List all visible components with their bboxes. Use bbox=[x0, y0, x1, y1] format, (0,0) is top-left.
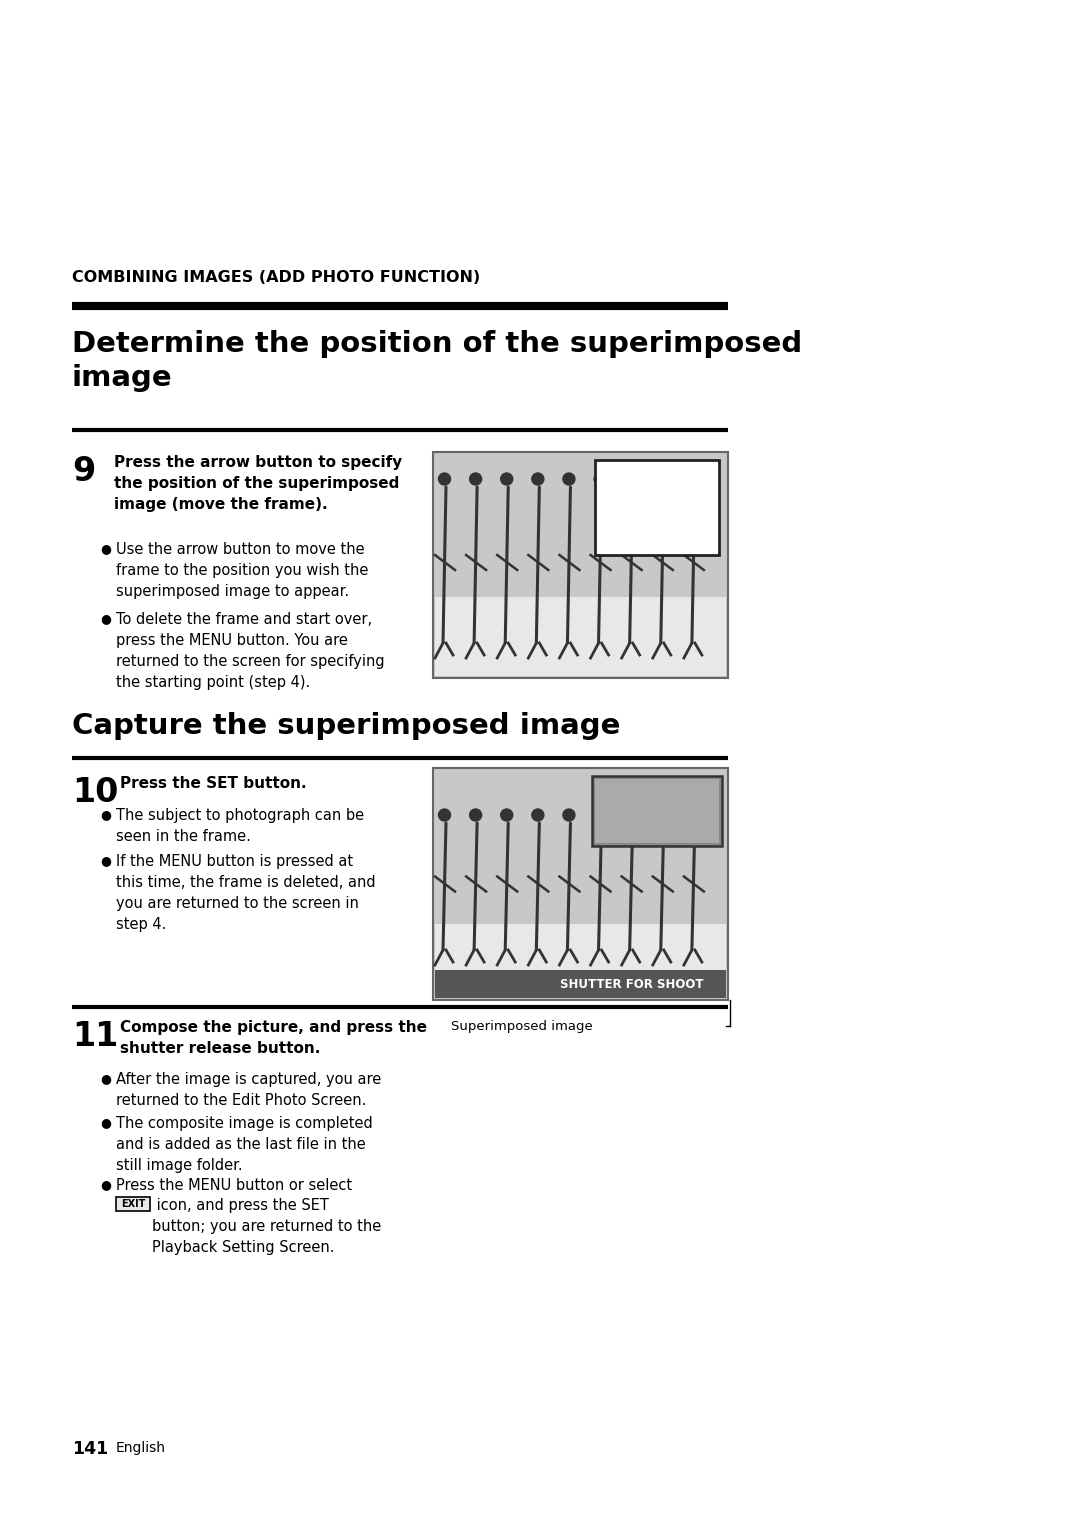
Text: After the image is captured, you are
returned to the Edit Photo Screen.: After the image is captured, you are ret… bbox=[116, 1072, 381, 1109]
Circle shape bbox=[657, 809, 669, 821]
Bar bbox=[433, 768, 728, 1000]
Text: Compose the picture, and press the
shutter release button.: Compose the picture, and press the shutt… bbox=[120, 1020, 427, 1057]
Circle shape bbox=[687, 472, 700, 485]
Text: The composite image is completed
and is added as the last file in the
still imag: The composite image is completed and is … bbox=[116, 1116, 373, 1173]
Text: ●: ● bbox=[100, 855, 111, 867]
Circle shape bbox=[501, 809, 513, 821]
Circle shape bbox=[470, 472, 482, 485]
Circle shape bbox=[501, 472, 513, 485]
Circle shape bbox=[625, 472, 637, 485]
Text: 11: 11 bbox=[72, 1020, 118, 1053]
Text: Press the arrow button to specify
the position of the superimposed
image (move t: Press the arrow button to specify the po… bbox=[114, 456, 402, 512]
Text: ●: ● bbox=[100, 612, 111, 625]
Circle shape bbox=[625, 809, 637, 821]
Circle shape bbox=[594, 472, 606, 485]
Text: ●: ● bbox=[100, 1177, 111, 1191]
Text: icon, and press the SET
button; you are returned to the
Playback Setting Screen.: icon, and press the SET button; you are … bbox=[152, 1199, 381, 1255]
Bar bbox=[435, 924, 726, 998]
Text: Capture the superimposed image: Capture the superimposed image bbox=[72, 713, 620, 740]
Text: Superimposed image: Superimposed image bbox=[451, 1020, 593, 1034]
Circle shape bbox=[470, 809, 482, 821]
Text: If the MENU button is pressed at
this time, the frame is deleted, and
you are re: If the MENU button is pressed at this ti… bbox=[116, 855, 376, 933]
Text: ●: ● bbox=[100, 541, 111, 555]
Text: 141: 141 bbox=[72, 1440, 108, 1459]
Bar bbox=[433, 453, 728, 677]
Text: ●: ● bbox=[100, 807, 111, 821]
Circle shape bbox=[563, 472, 575, 485]
Bar bbox=[116, 1197, 150, 1211]
Circle shape bbox=[531, 472, 544, 485]
Text: COMBINING IMAGES (ADD PHOTO FUNCTION): COMBINING IMAGES (ADD PHOTO FUNCTION) bbox=[72, 271, 481, 284]
Circle shape bbox=[438, 809, 450, 821]
Text: EXIT: EXIT bbox=[121, 1199, 145, 1209]
Text: ●: ● bbox=[100, 1116, 111, 1128]
Bar bbox=[435, 596, 726, 676]
Text: Use the arrow button to move the
frame to the position you wish the
superimposed: Use the arrow button to move the frame t… bbox=[116, 541, 368, 599]
Bar bbox=[592, 777, 723, 846]
Text: 10: 10 bbox=[72, 777, 119, 809]
Bar bbox=[595, 778, 719, 842]
Circle shape bbox=[563, 809, 575, 821]
Circle shape bbox=[657, 472, 669, 485]
Text: SHUTTER FOR SHOOT: SHUTTER FOR SHOOT bbox=[559, 977, 703, 991]
Text: Press the MENU button or select
the: Press the MENU button or select the bbox=[116, 1177, 352, 1214]
Text: Press the SET button.: Press the SET button. bbox=[120, 777, 307, 790]
Text: 9: 9 bbox=[72, 456, 95, 488]
Text: The subject to photograph can be
seen in the frame.: The subject to photograph can be seen in… bbox=[116, 807, 364, 844]
Text: English: English bbox=[116, 1440, 166, 1456]
Circle shape bbox=[531, 809, 544, 821]
Bar bbox=[595, 460, 719, 555]
Circle shape bbox=[687, 809, 700, 821]
Circle shape bbox=[594, 809, 606, 821]
Text: Determine the position of the superimposed
image: Determine the position of the superimpos… bbox=[72, 330, 802, 391]
Text: To delete the frame and start over,
press the MENU button. You are
returned to t: To delete the frame and start over, pres… bbox=[116, 612, 384, 690]
Text: ●: ● bbox=[100, 1072, 111, 1086]
Circle shape bbox=[438, 472, 450, 485]
Bar bbox=[435, 969, 726, 998]
